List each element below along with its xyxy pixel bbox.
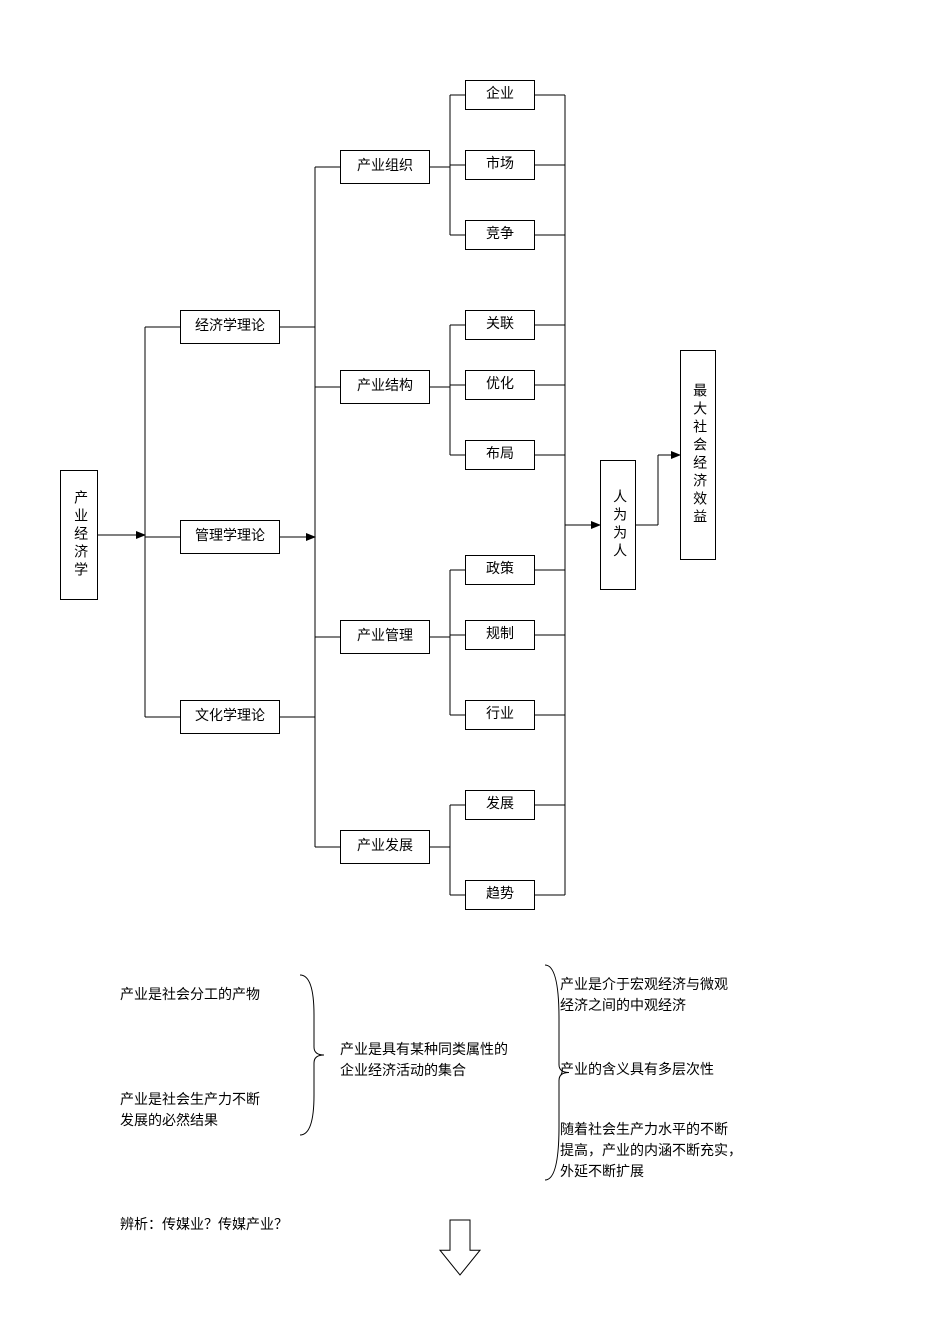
level2-node: 经济学理论 — [180, 310, 280, 344]
level4-node: 关联 — [465, 310, 535, 340]
level2-node: 管理学理论 — [180, 520, 280, 554]
level3-node: 产业管理 — [340, 620, 430, 654]
root-node: 产业经济学 — [60, 470, 98, 600]
level2-node: 文化学理论 — [180, 700, 280, 734]
benefit-node: 最大社会经济效益 — [680, 350, 716, 560]
level3-node: 产业结构 — [340, 370, 430, 404]
level4-node: 竞争 — [465, 220, 535, 250]
lower-left-text: 产业是社会分工的产物 — [120, 985, 260, 1006]
lower-right-text: 产业的含义具有多层次性 — [560, 1060, 714, 1081]
level4-node: 布局 — [465, 440, 535, 470]
level4-node: 趋势 — [465, 880, 535, 910]
level4-node: 优化 — [465, 370, 535, 400]
level4-node: 发展 — [465, 790, 535, 820]
lower-right-text: 随着社会生产力水平的不断提高，产业的内涵不断充实，外延不断扩展 — [560, 1120, 742, 1183]
bottom-question-text: 辨析：传媒业？传媒产业？ — [120, 1215, 288, 1236]
level4-node: 规制 — [465, 620, 535, 650]
people-node: 人为为人 — [600, 460, 636, 590]
level3-node: 产业发展 — [340, 830, 430, 864]
level4-node: 行业 — [465, 700, 535, 730]
level3-node: 产业组织 — [340, 150, 430, 184]
lower-left-text: 产业是社会生产力不断发展的必然结果 — [120, 1090, 260, 1132]
lower-right-text: 产业是介于宏观经济与微观经济之间的中观经济 — [560, 975, 728, 1017]
level4-node: 企业 — [465, 80, 535, 110]
level4-node: 政策 — [465, 555, 535, 585]
lower-center-text: 产业是具有某种同类属性的企业经济活动的集合 — [340, 1040, 508, 1082]
level4-node: 市场 — [465, 150, 535, 180]
